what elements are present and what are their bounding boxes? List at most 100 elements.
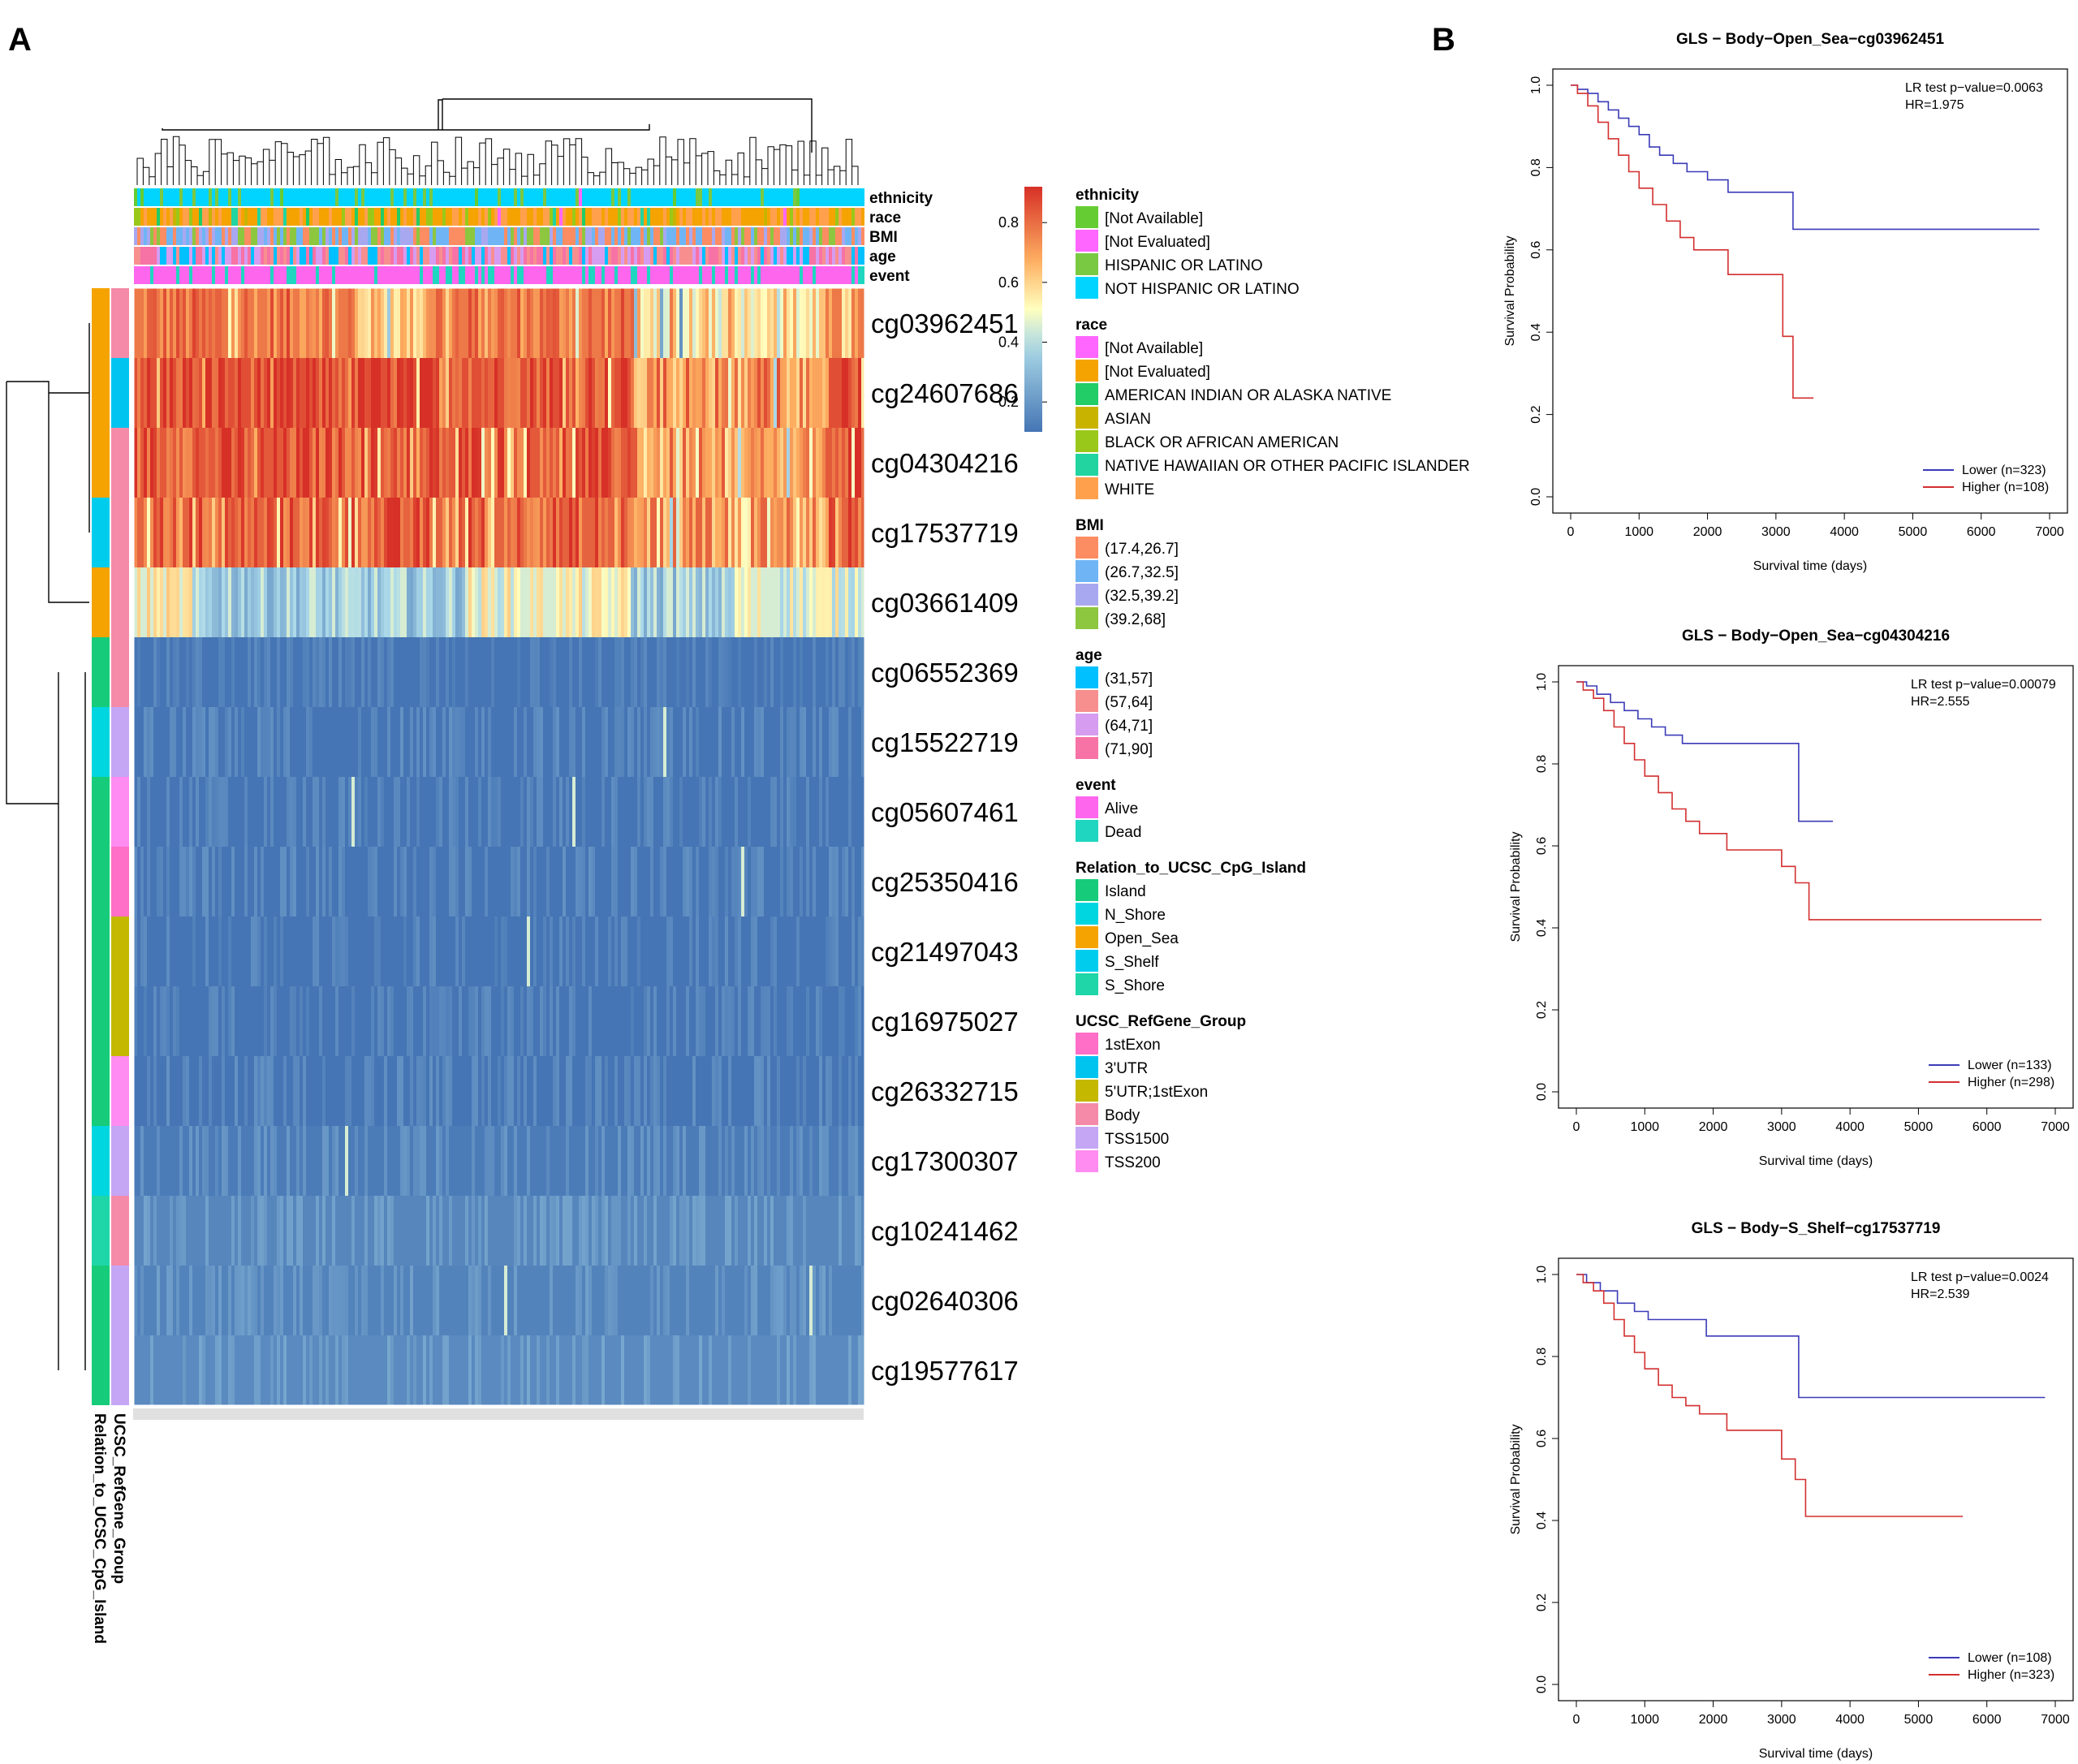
heatmap-cell [371,428,374,498]
heatmap-cell [166,986,170,1056]
annotation-cell [481,188,485,206]
heatmap-cell [504,358,507,428]
heatmap-cell [166,428,170,498]
annotation-cell [303,208,306,226]
heatmap-cell [218,847,222,917]
heatmap-cell [722,358,725,428]
annotation-cell [722,188,725,206]
heatmap-cell [416,498,420,567]
heatmap-cell [744,428,748,498]
heatmap-cell [485,847,488,917]
row-annotation-bars [92,288,129,1405]
heatmap-cell [722,637,725,707]
heatmap-cell [228,1266,231,1335]
annotation-cell [751,188,754,206]
annotation-cell [559,247,563,265]
heatmap-cell [793,707,796,777]
heatmap-cell [371,567,374,637]
annotation-cell [702,227,705,245]
annotation-cell [465,208,468,226]
annotation-cell [543,247,546,265]
annotation-cell [420,266,423,284]
heatmap-cell [287,1196,290,1266]
annotation-cell [770,266,774,284]
annotation-cell [738,208,741,226]
heatmap-cell [848,637,851,707]
heatmap-cell [702,288,705,358]
annotation-cell [800,247,803,265]
annotation-cell [160,208,163,226]
heatmap-cell [251,358,254,428]
heatmap-cell [429,847,433,917]
heatmap-cell [381,986,384,1056]
heatmap-cell [660,847,663,917]
annotation-cell [274,266,277,284]
heatmap-cell [348,428,351,498]
annotation-cell [147,227,150,245]
heatmap-cell [754,707,757,777]
legend-swatch [1076,666,1098,688]
heatmap-cell [511,847,514,917]
heatmap-cell [826,498,829,567]
annotation-cell [761,247,764,265]
heatmap-cell [709,847,712,917]
heatmap-cell [598,358,601,428]
heatmap-cell [377,986,381,1056]
annotation-cell [160,188,163,206]
heatmap-cell [491,777,494,847]
heatmap-cell [780,358,783,428]
annotation-cell [192,247,196,265]
heatmap-cell [637,498,640,567]
annotation-cell [696,266,699,284]
heatmap-cell [202,847,205,917]
heatmap-cell [150,428,153,498]
heatmap-cell [280,288,283,358]
annotation-cell [287,247,290,265]
annotation-cell [566,227,569,245]
legend-item-label: S_Shelf [1105,954,1159,971]
annotation-cell [189,247,192,265]
heatmap-cell [144,917,147,986]
heatmap-cell [653,1056,657,1126]
annotation-cell [670,266,673,284]
annotation-cell [179,266,183,284]
annotation-cell [202,188,205,206]
annotation-cell [705,247,709,265]
annotation-cell [433,266,436,284]
annotation-cell [563,266,566,284]
annotation-cell [692,247,696,265]
heatmap-cell [605,498,608,567]
annotation-cell [309,266,313,284]
km-annotation: HR=2.539 [1911,1287,1970,1301]
heatmap-cell [153,637,157,707]
annotation-cell [676,188,679,206]
heatmap-cell [709,358,712,428]
heatmap-cell [738,567,741,637]
annotation-cell [455,188,459,206]
annotation-cell [472,188,475,206]
heatmap-cell [407,288,410,358]
heatmap-cell [809,288,813,358]
heatmap-cell [325,498,329,567]
annotation-cell [403,266,407,284]
heatmap-cell [189,1266,192,1335]
annotation-cell [439,227,442,245]
heatmap-cell [715,1056,718,1126]
heatmap-cell [374,917,377,986]
heatmap-cell [663,637,666,707]
heatmap-cell [644,288,647,358]
heatmap-cell [153,288,157,358]
heatmap-cell [709,1335,712,1405]
heatmap-cell [342,847,345,917]
heatmap-cell [287,288,290,358]
heatmap-cell [270,777,274,847]
annotation-cell [676,227,679,245]
annotation-cell [368,227,371,245]
heatmap-cell [361,288,364,358]
heatmap-cell [582,1196,585,1266]
annotation-cell [173,208,176,226]
heatmap-cell [546,428,550,498]
heatmap-cell [381,637,384,707]
heatmap-cell [433,428,436,498]
annotation-cell [274,208,277,226]
